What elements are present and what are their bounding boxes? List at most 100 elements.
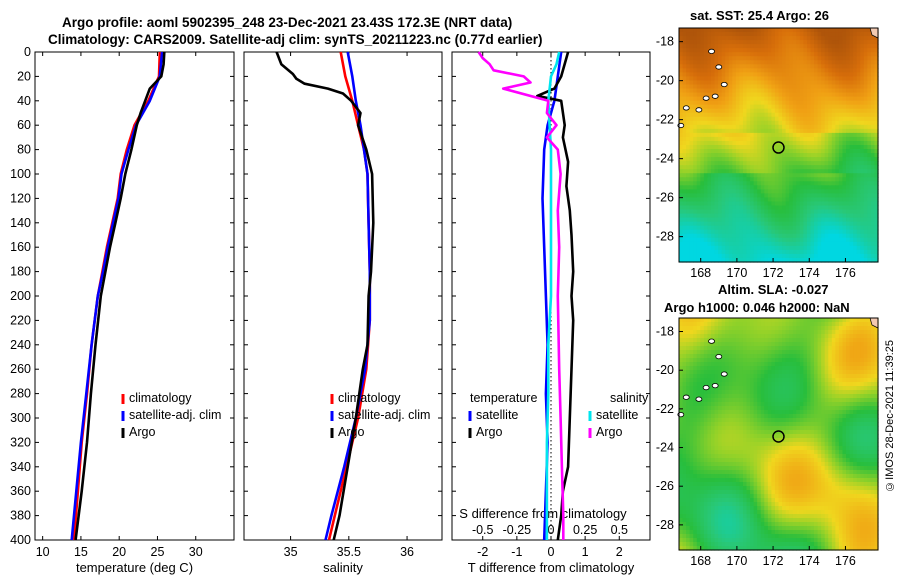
sla-map-cell: [821, 362, 826, 367]
sst-map-cell: [838, 145, 844, 150]
sst-map-cell: [700, 88, 705, 94]
sla-map-cell: [810, 366, 815, 371]
sla-map-cell: [824, 318, 829, 323]
sst-map-cell: [771, 173, 776, 178]
sst-map-cell: [863, 249, 868, 255]
sst-map-cell: [806, 197, 812, 203]
sst-map-cell: [814, 229, 819, 235]
sla-map-cell: [732, 338, 737, 343]
sla-map-cell: [764, 354, 769, 359]
sst-map-cell: [753, 197, 758, 203]
sla-map-cell: [710, 346, 716, 351]
sst-map-cell: [867, 44, 872, 49]
sst-map-cell: [860, 213, 865, 219]
differences-xtick-label: -1: [511, 545, 522, 559]
sst-map-cell: [824, 225, 829, 231]
sla-map-cell: [867, 382, 872, 387]
sst-map-cell: [774, 229, 780, 235]
sst-map-cell: [799, 120, 804, 126]
sla-map-cell: [842, 402, 847, 407]
sla-map-cell: [710, 366, 716, 371]
sst-map-cell: [831, 201, 836, 207]
sst-map-cell: [856, 100, 861, 106]
sst-map-cell: [849, 201, 854, 207]
sst-map-cell: [753, 157, 758, 162]
sst-map-cell: [753, 189, 758, 195]
sst-map-cell: [742, 241, 748, 247]
sst-map-cell: [718, 217, 723, 223]
sst-map-cell: [796, 68, 801, 73]
sst-map-cell: [735, 116, 741, 122]
sla-map-cell: [767, 378, 772, 383]
sst-map-cell: [703, 241, 709, 247]
sst-map-cell: [710, 161, 716, 166]
sst-map-cell: [821, 32, 826, 37]
sla-map-cell: [746, 378, 751, 383]
sst-map-cell: [725, 104, 730, 110]
sla-map-cell: [707, 394, 712, 399]
sla-map-cell: [728, 402, 733, 407]
sst-map-cell: [846, 108, 851, 114]
sst-map-cell: [703, 173, 709, 178]
sst-map-cell: [714, 128, 719, 134]
sst-map-cell: [700, 197, 705, 203]
sst-map-cell: [686, 209, 691, 215]
sla-map-cell: [700, 322, 705, 327]
sst-map-cell: [707, 145, 712, 150]
sst-map-cell: [746, 48, 751, 53]
sst-map-cell: [860, 149, 865, 154]
sst-map-cell: [853, 149, 858, 154]
sst-map-cell: [828, 140, 833, 146]
sst-map-cell: [785, 149, 790, 154]
sst-map-cell: [750, 165, 755, 170]
sst-map-cell: [860, 157, 865, 162]
sla-map-cell: [714, 398, 719, 403]
sst-map-cell: [707, 116, 712, 122]
sst-map-cell: [774, 36, 780, 41]
sla-map-cell: [853, 342, 858, 347]
sst-map-cell: [703, 88, 709, 94]
sst-map-cell: [853, 201, 858, 207]
sst-map-cell: [817, 68, 822, 73]
sst-map-cell: [750, 60, 755, 65]
sst-map-cell: [760, 257, 765, 263]
sst-map-cell: [796, 221, 801, 227]
sst-map-cell: [696, 52, 701, 57]
sst-map-cell: [679, 173, 684, 178]
sla-map-cell: [746, 394, 751, 399]
sst-map-cell: [696, 233, 701, 239]
sst-map-cell: [849, 241, 854, 247]
sst-map-cell: [771, 44, 776, 49]
sla-map-cell: [725, 350, 730, 355]
sst-map-cell: [735, 237, 741, 243]
sla-map-cell: [849, 394, 854, 399]
sst-map-cell: [874, 124, 879, 130]
sst-map-cell: [870, 64, 876, 69]
sla-map-cell: [700, 410, 705, 415]
sst-map-cell: [796, 149, 801, 154]
sst-map-cell: [831, 76, 836, 82]
sst-map-cell: [757, 161, 762, 166]
sst-map-cell: [867, 128, 872, 134]
sst-map-cell: [799, 149, 804, 154]
sla-map-cell: [718, 386, 723, 391]
sst-map-cell: [721, 169, 726, 174]
sla-map-cell: [739, 338, 744, 343]
sla-map-cell: [750, 410, 755, 415]
sst-map-cell: [785, 64, 790, 69]
sla-map-cell: [838, 334, 844, 339]
island-shape: [702, 95, 710, 101]
sst-map-cell: [682, 201, 687, 207]
sst-map-cell: [838, 52, 844, 57]
sst-map-cell: [721, 40, 726, 45]
sla-map-cell: [870, 390, 876, 395]
sst-map-cell: [689, 72, 694, 78]
sla-map-cell: [750, 322, 755, 327]
sst-map-cell: [689, 209, 694, 215]
sla-map-cell: [689, 378, 694, 383]
sst-map-cell: [728, 233, 733, 239]
sst-map-cell: [831, 132, 836, 138]
sst-map-cell: [810, 104, 815, 110]
sst-map-cell: [778, 60, 783, 65]
sst-map-cell: [846, 149, 851, 154]
